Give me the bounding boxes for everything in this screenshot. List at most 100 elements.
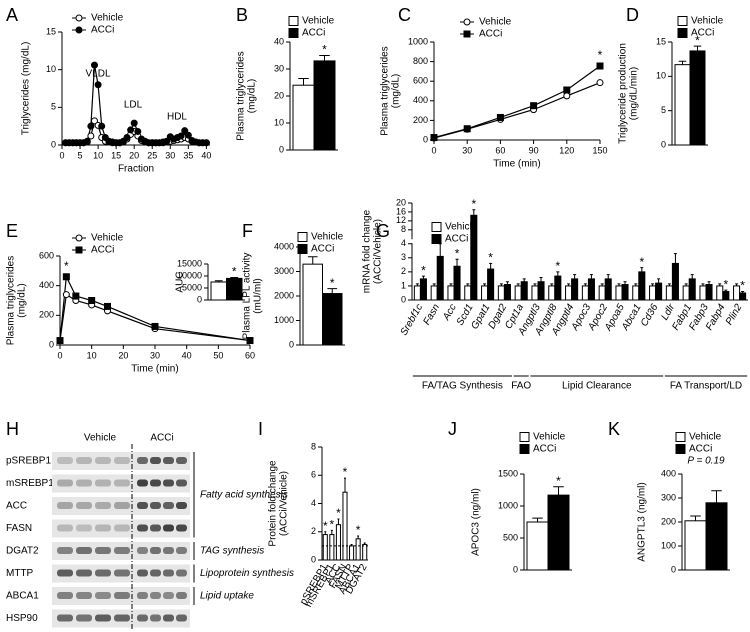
pathway-label: TAG synthesis: [200, 546, 264, 557]
blot-band: [163, 614, 174, 622]
bar: [705, 284, 713, 301]
y-tick-label: 0: [513, 564, 518, 574]
blot-band: [137, 547, 148, 554]
blot-band: [76, 614, 92, 622]
error-bar: [337, 518, 340, 525]
error-bar: [651, 283, 655, 286]
significance: *: [695, 33, 700, 47]
marker: [151, 322, 159, 330]
error-bar: [741, 291, 745, 293]
y-tick-label: 3000: [274, 266, 294, 276]
blot-band: [76, 592, 92, 599]
y-tick-label: 2: [401, 266, 406, 276]
error-bar: [533, 283, 537, 286]
legend-swatch: [297, 232, 308, 242]
blot-band: [114, 502, 130, 509]
y-tick-label: 8: [401, 224, 406, 234]
marker: [62, 291, 70, 299]
blot-band: [76, 524, 92, 532]
x-tick-label: 10: [87, 350, 97, 360]
legend-label: Vehicle: [91, 13, 124, 24]
bar: [481, 285, 489, 301]
pathway-label: Lipoprotein synthesis: [200, 568, 294, 579]
bar: [571, 278, 579, 301]
blot-band: [150, 524, 161, 532]
bar: [335, 524, 341, 561]
panel-letter: I: [258, 419, 263, 439]
y-tick-label: 0: [401, 294, 406, 304]
marker: [130, 119, 138, 127]
y-tick-label: 10000: [177, 270, 202, 280]
y-tick-label: 20: [396, 197, 406, 207]
x-tick-label: 50: [213, 350, 223, 360]
bar: [453, 265, 461, 301]
x-tick-label: 0: [431, 145, 436, 155]
marker: [563, 92, 571, 100]
y-tick-label: 0: [671, 564, 676, 574]
bar: [638, 271, 646, 301]
marker: [87, 132, 95, 140]
bar: [531, 285, 539, 301]
error-bar: [363, 542, 366, 545]
protein-label: MTTP: [6, 568, 34, 579]
blot-band: [57, 592, 73, 599]
y-axis-label: (mg/dL): [247, 79, 258, 113]
legend-label: ACCi: [91, 25, 114, 36]
error-bar: [556, 271, 560, 277]
error-bar: [455, 258, 459, 267]
significance: *: [555, 259, 560, 273]
marker: [98, 122, 106, 130]
y-axis-label: Triglycerides (mg/dL): [21, 42, 32, 136]
bar: [487, 268, 495, 301]
significance: *: [330, 276, 335, 290]
y-tick-label: 2: [311, 526, 316, 536]
significance: *: [639, 255, 644, 269]
significance: *: [322, 43, 327, 57]
panel-letter: H: [6, 419, 19, 439]
panel-letter: E: [6, 221, 18, 241]
legend-label: ACCi: [689, 444, 712, 455]
marker: [134, 127, 142, 135]
blot-band: [176, 502, 187, 509]
marker: [184, 131, 192, 139]
significance: *: [421, 263, 426, 277]
error-bar: [718, 283, 722, 286]
blot-band: [176, 457, 187, 464]
bar: [447, 285, 455, 301]
blot-band: [57, 457, 73, 464]
marker: [87, 122, 95, 130]
annotation: LDL: [124, 100, 143, 111]
marker: [56, 337, 64, 345]
bar: [329, 534, 335, 561]
blot-band: [57, 502, 73, 509]
significance: *: [455, 246, 460, 260]
blot-band: [137, 614, 148, 622]
marker: [62, 273, 70, 281]
bar: [419, 278, 427, 301]
significance: *: [343, 465, 348, 479]
legend-swatch: [431, 222, 442, 232]
marker: [72, 292, 80, 300]
error-bar: [357, 535, 360, 539]
bar: [699, 285, 707, 301]
bar: [621, 284, 629, 301]
x-tick-label: 30: [462, 145, 472, 155]
blot-band: [150, 479, 161, 487]
legend-swatch: [677, 28, 688, 38]
y-tick-label: 200: [413, 115, 428, 125]
y-tick-label: 0: [279, 144, 284, 154]
error-bar: [567, 283, 571, 286]
y-tick-label: 300: [661, 492, 676, 502]
axis-break: [408, 239, 416, 244]
condition-label: Vehicle: [84, 433, 117, 444]
bar: [565, 285, 573, 301]
marker: [90, 61, 98, 69]
bar: [674, 64, 691, 146]
marker: [430, 134, 438, 142]
y-tick-label: 100: [661, 540, 676, 550]
error-bar: [678, 60, 687, 65]
x-tick-label: 20: [129, 150, 139, 160]
x-tick-label: 40: [182, 350, 192, 360]
blot-band: [176, 547, 187, 554]
